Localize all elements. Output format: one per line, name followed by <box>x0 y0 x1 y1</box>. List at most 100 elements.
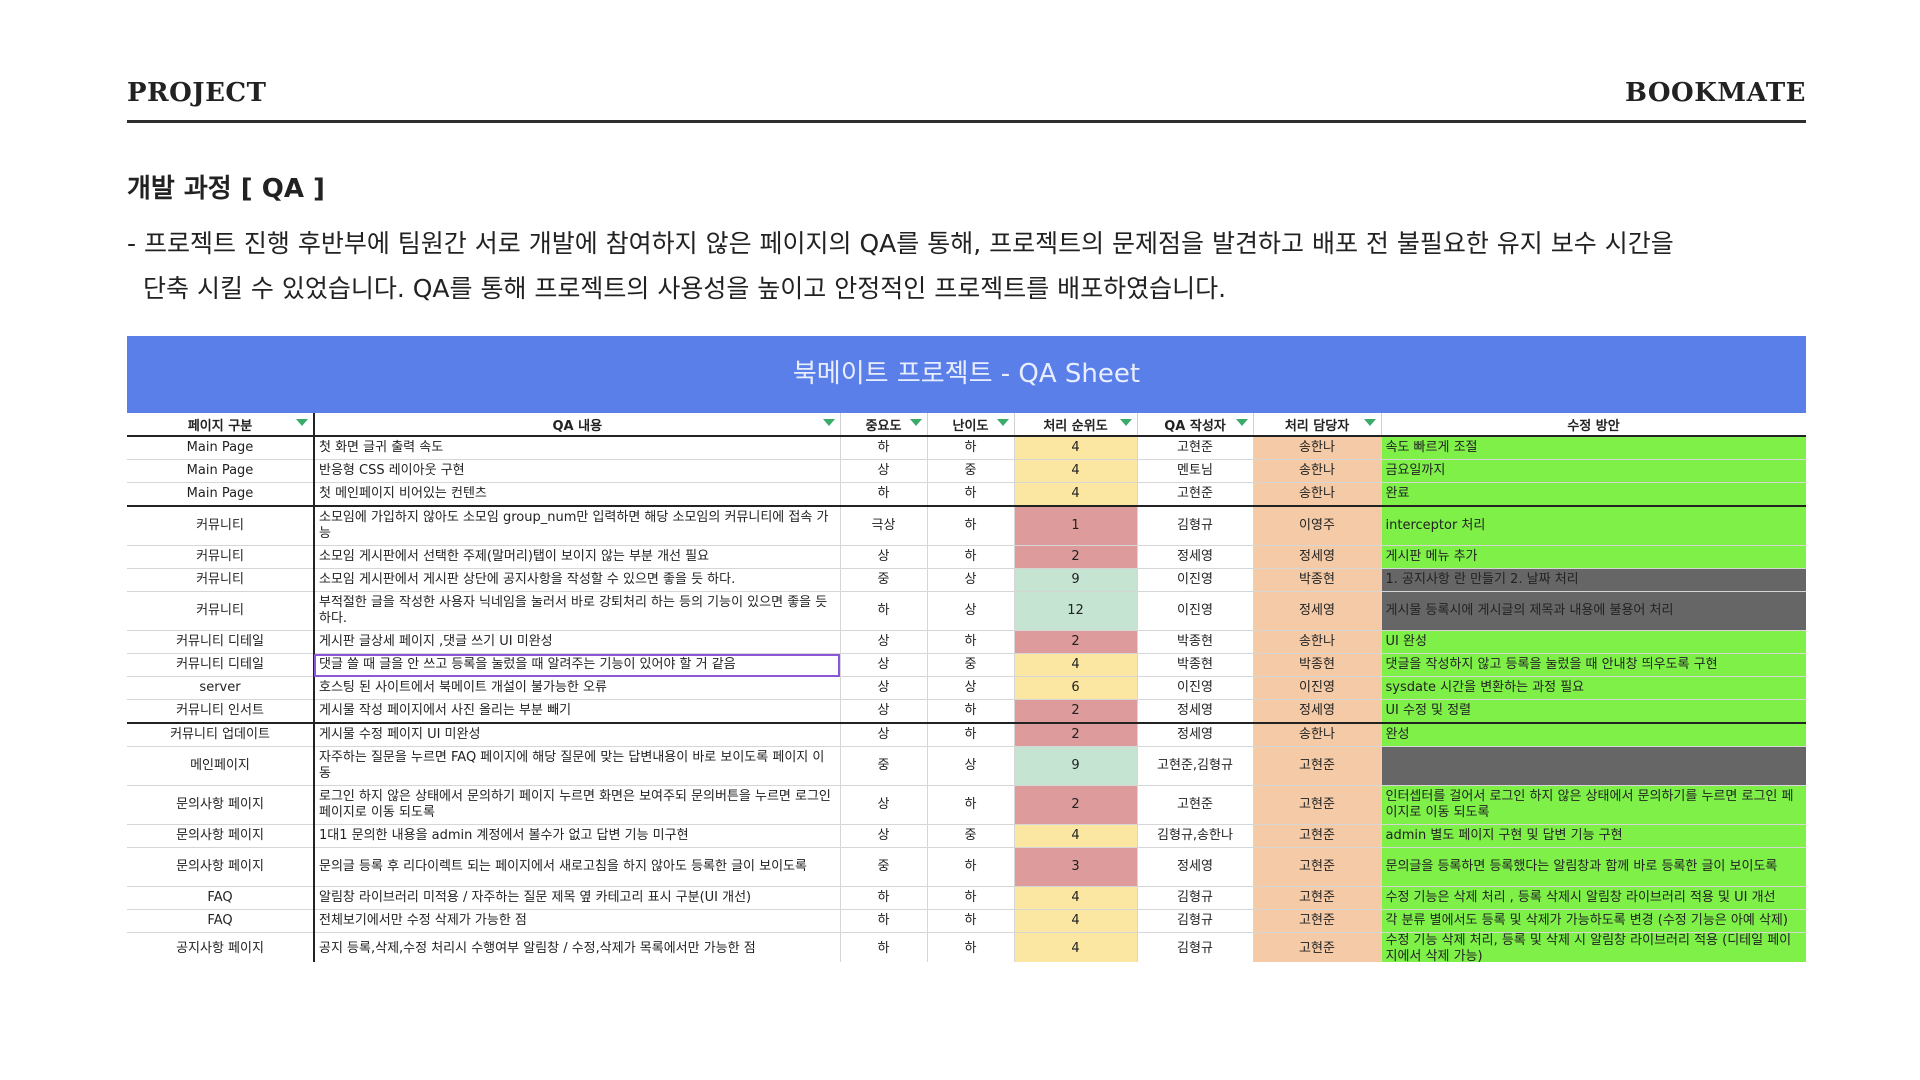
cell-author[interactable]: 고현준 <box>1137 785 1254 825</box>
cell-author[interactable]: 김형규 <box>1137 886 1254 910</box>
cell-qa-content[interactable]: 공지 등록,삭제,수정 처리시 수행여부 알림창 / 수정,삭제가 목록에서만 … <box>314 932 841 962</box>
cell-fix[interactable]: 인터셉터를 걸어서 로그인 하지 않은 상태에서 문의하기를 누르면 로그인 페… <box>1381 785 1806 825</box>
cell-qa-content[interactable]: 게시판 글상세 페이지 ,댓글 쓰기 UI 미완성 <box>314 630 841 654</box>
cell-fix[interactable]: 완료 <box>1381 482 1806 507</box>
cell-priority[interactable]: 4 <box>1014 824 1138 848</box>
cell-qa-content[interactable]: 1대1 문의한 내용을 admin 계정에서 볼수가 없고 답변 기능 미구현 <box>314 824 841 848</box>
cell-importance[interactable]: 중 <box>840 568 928 592</box>
cell-importance[interactable]: 상 <box>840 545 928 569</box>
cell-difficulty[interactable]: 상 <box>927 676 1015 700</box>
cell-page[interactable]: FAQ <box>127 909 315 933</box>
cell-importance[interactable]: 상 <box>840 722 928 747</box>
cell-owner[interactable]: 정세영 <box>1253 699 1382 724</box>
cell-owner[interactable]: 박종현 <box>1253 653 1382 677</box>
cell-fix[interactable]: 각 분류 별에서도 등록 및 삭제가 가능하도록 변경 (수정 기능은 아예 삭… <box>1381 909 1806 933</box>
cell-difficulty[interactable]: 하 <box>927 722 1015 747</box>
cell-importance[interactable]: 하 <box>840 591 928 631</box>
cell-author[interactable]: 정세영 <box>1137 545 1254 569</box>
cell-fix[interactable] <box>1381 746 1806 786</box>
cell-difficulty[interactable]: 하 <box>927 436 1015 460</box>
cell-difficulty[interactable]: 상 <box>927 591 1015 631</box>
cell-owner[interactable]: 송한나 <box>1253 722 1382 747</box>
cell-page[interactable]: Main Page <box>127 436 315 460</box>
cell-author[interactable]: 박종현 <box>1137 653 1254 677</box>
cell-author[interactable]: 정세영 <box>1137 847 1254 887</box>
cell-importance[interactable]: 하 <box>840 482 928 507</box>
cell-difficulty[interactable]: 하 <box>927 909 1015 933</box>
cell-fix[interactable]: 1. 공지사항 란 만들기 2. 날짜 처리 <box>1381 568 1806 592</box>
cell-owner[interactable]: 이영주 <box>1253 505 1382 546</box>
cell-priority[interactable]: 3 <box>1014 847 1138 887</box>
filter-icon[interactable] <box>996 419 1009 426</box>
cell-priority[interactable]: 4 <box>1014 909 1138 933</box>
cell-importance[interactable]: 상 <box>840 459 928 483</box>
cell-page[interactable]: 커뮤니티 <box>127 505 315 546</box>
cell-author[interactable]: 정세영 <box>1137 699 1254 724</box>
cell-author[interactable]: 김형규,송한나 <box>1137 824 1254 848</box>
cell-difficulty[interactable]: 중 <box>927 459 1015 483</box>
cell-author[interactable]: 김형규 <box>1137 932 1254 962</box>
cell-owner[interactable]: 고현준 <box>1253 746 1382 786</box>
col-header-author[interactable]: QA 작성자 <box>1137 413 1254 437</box>
cell-difficulty[interactable]: 하 <box>927 847 1015 887</box>
cell-difficulty[interactable]: 하 <box>927 482 1015 507</box>
cell-difficulty[interactable]: 상 <box>927 746 1015 786</box>
cell-fix[interactable]: 속도 빠르게 조절 <box>1381 436 1806 460</box>
cell-importance[interactable]: 상 <box>840 785 928 825</box>
cell-importance[interactable]: 하 <box>840 932 928 962</box>
cell-qa-content[interactable]: 호스팅 된 사이트에서 북메이트 개설이 불가능한 오류 <box>314 676 841 700</box>
cell-importance[interactable]: 상 <box>840 630 928 654</box>
cell-fix[interactable]: sysdate 시간을 변환하는 과정 필요 <box>1381 676 1806 700</box>
cell-page[interactable]: 커뮤니티 디테일 <box>127 630 315 654</box>
cell-qa-content[interactable]: 로그인 하지 않은 상태에서 문의하기 페이지 누르면 화면은 보여주되 문의버… <box>314 785 841 825</box>
cell-owner[interactable]: 정세영 <box>1253 545 1382 569</box>
cell-fix[interactable]: interceptor 처리 <box>1381 505 1806 546</box>
cell-difficulty[interactable]: 하 <box>927 932 1015 962</box>
cell-qa-content[interactable]: 부적절한 글을 작성한 사용자 닉네임을 눌러서 바로 강퇴처리 하는 등의 기… <box>314 591 841 631</box>
cell-author[interactable]: 김형규 <box>1137 909 1254 933</box>
filter-icon[interactable] <box>822 419 835 426</box>
cell-page[interactable]: Main Page <box>127 459 315 483</box>
cell-priority[interactable]: 2 <box>1014 630 1138 654</box>
cell-qa-content[interactable]: 댓글 쓸 때 글을 안 쓰고 등록을 눌렀을 때 알려주는 기능이 있어야 할 … <box>314 653 841 677</box>
cell-page[interactable]: 커뮤니티 인서트 <box>127 699 315 724</box>
col-header-priority[interactable]: 처리 순위도 <box>1014 413 1138 437</box>
cell-importance[interactable]: 상 <box>840 653 928 677</box>
cell-author[interactable]: 이진영 <box>1137 676 1254 700</box>
col-header-content[interactable]: QA 내용 <box>314 413 841 437</box>
cell-fix[interactable]: 게시물 등록시에 게시글의 제목과 내용에 불용어 처리 <box>1381 591 1806 631</box>
cell-fix[interactable]: 게시판 메뉴 추가 <box>1381 545 1806 569</box>
cell-owner[interactable]: 고현준 <box>1253 932 1382 962</box>
cell-priority[interactable]: 4 <box>1014 653 1138 677</box>
cell-author[interactable]: 고현준 <box>1137 482 1254 507</box>
cell-owner[interactable]: 송한나 <box>1253 482 1382 507</box>
filter-icon[interactable] <box>1235 419 1248 426</box>
cell-priority[interactable]: 12 <box>1014 591 1138 631</box>
cell-difficulty[interactable]: 하 <box>927 545 1015 569</box>
cell-page[interactable]: 문의사항 페이지 <box>127 847 315 887</box>
cell-fix[interactable]: UI 완성 <box>1381 630 1806 654</box>
cell-importance[interactable]: 하 <box>840 909 928 933</box>
cell-qa-content[interactable]: 첫 메인페이지 비어있는 컨텐츠 <box>314 482 841 507</box>
cell-page[interactable]: 커뮤니티 업데이트 <box>127 722 315 747</box>
cell-author[interactable]: 정세영 <box>1137 722 1254 747</box>
cell-fix[interactable]: 댓글을 작성하지 않고 등록을 눌렀을 때 안내창 띄우도록 구현 <box>1381 653 1806 677</box>
cell-qa-content[interactable]: 소모임 게시판에서 게시판 상단에 공지사항을 작성할 수 있으면 좋을 듯 하… <box>314 568 841 592</box>
cell-owner[interactable]: 고현준 <box>1253 909 1382 933</box>
cell-qa-content[interactable]: 알림창 라이브러리 미적용 / 자주하는 질문 제목 옆 카테고리 표시 구분(… <box>314 886 841 910</box>
cell-fix[interactable]: 문의글을 등록하면 등록했다는 알림창과 함께 바로 등록한 글이 보이도록 <box>1381 847 1806 887</box>
cell-priority[interactable]: 2 <box>1014 699 1138 724</box>
cell-difficulty[interactable]: 중 <box>927 653 1015 677</box>
cell-owner[interactable]: 정세영 <box>1253 591 1382 631</box>
cell-qa-content[interactable]: 문의글 등록 후 리다이렉트 되는 페이지에서 새로고침을 하지 않아도 등록한… <box>314 847 841 887</box>
cell-importance[interactable]: 상 <box>840 699 928 724</box>
cell-priority[interactable]: 4 <box>1014 886 1138 910</box>
cell-owner[interactable]: 송한나 <box>1253 459 1382 483</box>
cell-fix[interactable]: 금요일까지 <box>1381 459 1806 483</box>
cell-importance[interactable]: 하 <box>840 436 928 460</box>
cell-importance[interactable]: 중 <box>840 847 928 887</box>
cell-priority[interactable]: 2 <box>1014 785 1138 825</box>
cell-difficulty[interactable]: 상 <box>927 568 1015 592</box>
cell-owner[interactable]: 송한나 <box>1253 630 1382 654</box>
cell-qa-content[interactable]: 게시물 작성 페이지에서 사진 올리는 부분 빼기 <box>314 699 841 724</box>
